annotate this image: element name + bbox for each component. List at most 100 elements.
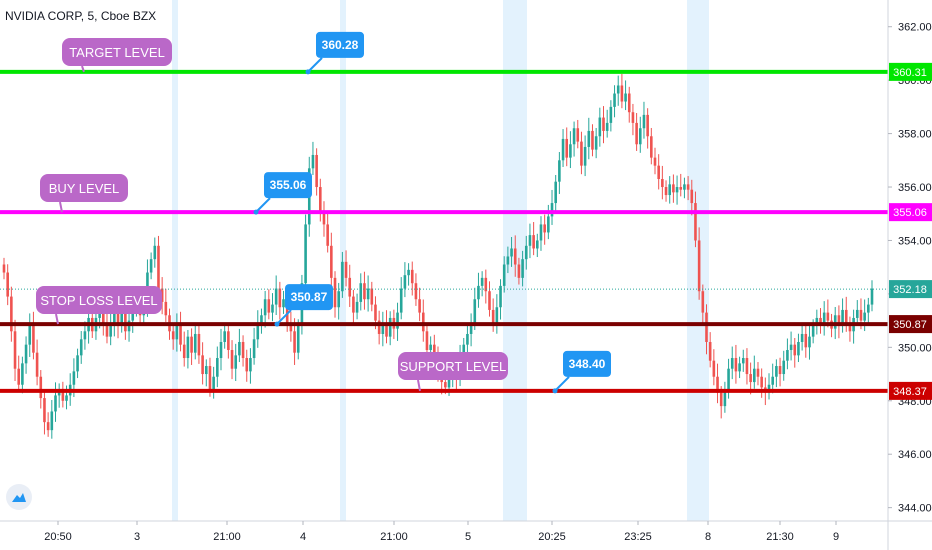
- x-tick-label: 21:00: [380, 531, 408, 543]
- candle-body: [381, 323, 385, 334]
- candle-body: [697, 240, 701, 292]
- candle-body: [227, 331, 230, 351]
- candle-body: [683, 184, 686, 190]
- candle-body: [193, 333, 197, 353]
- level-axis-tag: [889, 203, 932, 222]
- candle-body: [708, 341, 712, 361]
- candle-body: [800, 333, 804, 342]
- candle-body: [186, 336, 190, 359]
- candle-body: [657, 165, 660, 180]
- candle-body: [727, 368, 730, 391]
- candle-body: [359, 283, 363, 302]
- candle-body: [870, 288, 874, 305]
- candle-body: [524, 245, 528, 260]
- level-value-anchor: [552, 388, 558, 394]
- candle-body: [223, 331, 226, 342]
- candle-body: [326, 224, 329, 246]
- candle-body: [502, 264, 506, 286]
- candle-body: [797, 341, 800, 356]
- candle-body: [756, 368, 760, 377]
- level-name-label: TARGET LEVEL: [69, 45, 165, 60]
- candle-body: [602, 117, 605, 131]
- level-name-pill: [62, 38, 172, 66]
- candle-body: [469, 323, 473, 334]
- session-band: [172, 0, 178, 521]
- level-axis-label: 348.37: [893, 386, 927, 398]
- level-value-anchor: [253, 209, 259, 215]
- candle-body: [241, 341, 245, 359]
- candle-body: [252, 339, 256, 359]
- candle-body: [271, 304, 274, 313]
- candle-body: [767, 384, 771, 393]
- candle-body: [410, 269, 414, 284]
- candle-body: [230, 350, 234, 369]
- candle-body: [488, 291, 491, 310]
- level-name-label: BUY LEVEL: [49, 181, 120, 196]
- candle-body: [675, 187, 679, 193]
- candle-body: [24, 344, 28, 364]
- candle-body: [289, 323, 293, 332]
- candle-body: [679, 187, 683, 190]
- candle-body: [171, 331, 175, 340]
- level-value-anchor: [274, 321, 280, 327]
- candle-body: [403, 275, 407, 289]
- level-value-label: 360.28: [322, 38, 359, 52]
- candle-body: [50, 411, 54, 431]
- candle-body: [815, 317, 819, 326]
- candle-body: [348, 277, 352, 297]
- candle-body: [819, 317, 822, 324]
- candle-body: [477, 285, 480, 300]
- candle-body: [694, 203, 697, 241]
- candle-body: [76, 355, 79, 372]
- candle-body: [6, 272, 9, 297]
- candle-body: [98, 312, 101, 318]
- y-tick-label: 354.00: [898, 235, 932, 247]
- candle-body: [558, 160, 561, 182]
- candle-body: [627, 93, 631, 113]
- level-value-pointer: [255, 197, 271, 213]
- candle-body: [43, 398, 46, 423]
- candle-body: [418, 299, 421, 313]
- candle-body: [550, 203, 554, 217]
- candle-body: [333, 277, 337, 308]
- level-value-label: 348.40: [569, 357, 606, 371]
- level-value-anchor: [305, 69, 311, 75]
- candle-body: [517, 264, 521, 278]
- candle-body: [668, 184, 672, 196]
- y-tick-label: 350.00: [898, 342, 932, 354]
- candle-body: [433, 344, 436, 359]
- time-axis[interactable]: 20:50 3 21:00 4 21:00 5 20:25 23:25 8 21:30 9: [0, 520, 932, 543]
- tradingview-logo-icon[interactable]: [6, 484, 32, 510]
- candle-body: [175, 323, 179, 340]
- candle-body: [734, 358, 738, 372]
- candle-body: [613, 93, 616, 107]
- level-axis-label: 350.87: [893, 319, 927, 331]
- level-axis-label: 360.31: [893, 67, 927, 79]
- level-name-label: SUPPORT LEVEL: [400, 359, 506, 374]
- level-axis-tag: [889, 62, 932, 81]
- session-shading: [172, 0, 709, 521]
- candle-body: [337, 291, 340, 308]
- candle-body: [61, 390, 65, 401]
- candle-body: [587, 130, 591, 147]
- candle-body: [153, 245, 157, 260]
- last-price-tag: [889, 280, 932, 299]
- candle-body: [635, 122, 638, 145]
- price-axis[interactable]: 362.00360.00358.00356.00354.00352.00350.…: [887, 0, 932, 550]
- candle-body: [355, 301, 359, 313]
- candle-body: [554, 181, 557, 204]
- candle-body: [149, 259, 153, 273]
- candle-body: [414, 283, 418, 300]
- candle-body: [399, 288, 403, 313]
- x-tick-label: 3: [134, 531, 140, 543]
- candle-body: [730, 358, 734, 369]
- candle-body: [322, 211, 326, 225]
- candle-body: [366, 288, 370, 300]
- candle-body: [216, 358, 219, 377]
- candle-body: [638, 128, 642, 145]
- level-name-pointer: [55, 313, 59, 325]
- candle-body: [495, 307, 499, 324]
- candle-body: [789, 344, 793, 351]
- candle-body: [444, 382, 447, 388]
